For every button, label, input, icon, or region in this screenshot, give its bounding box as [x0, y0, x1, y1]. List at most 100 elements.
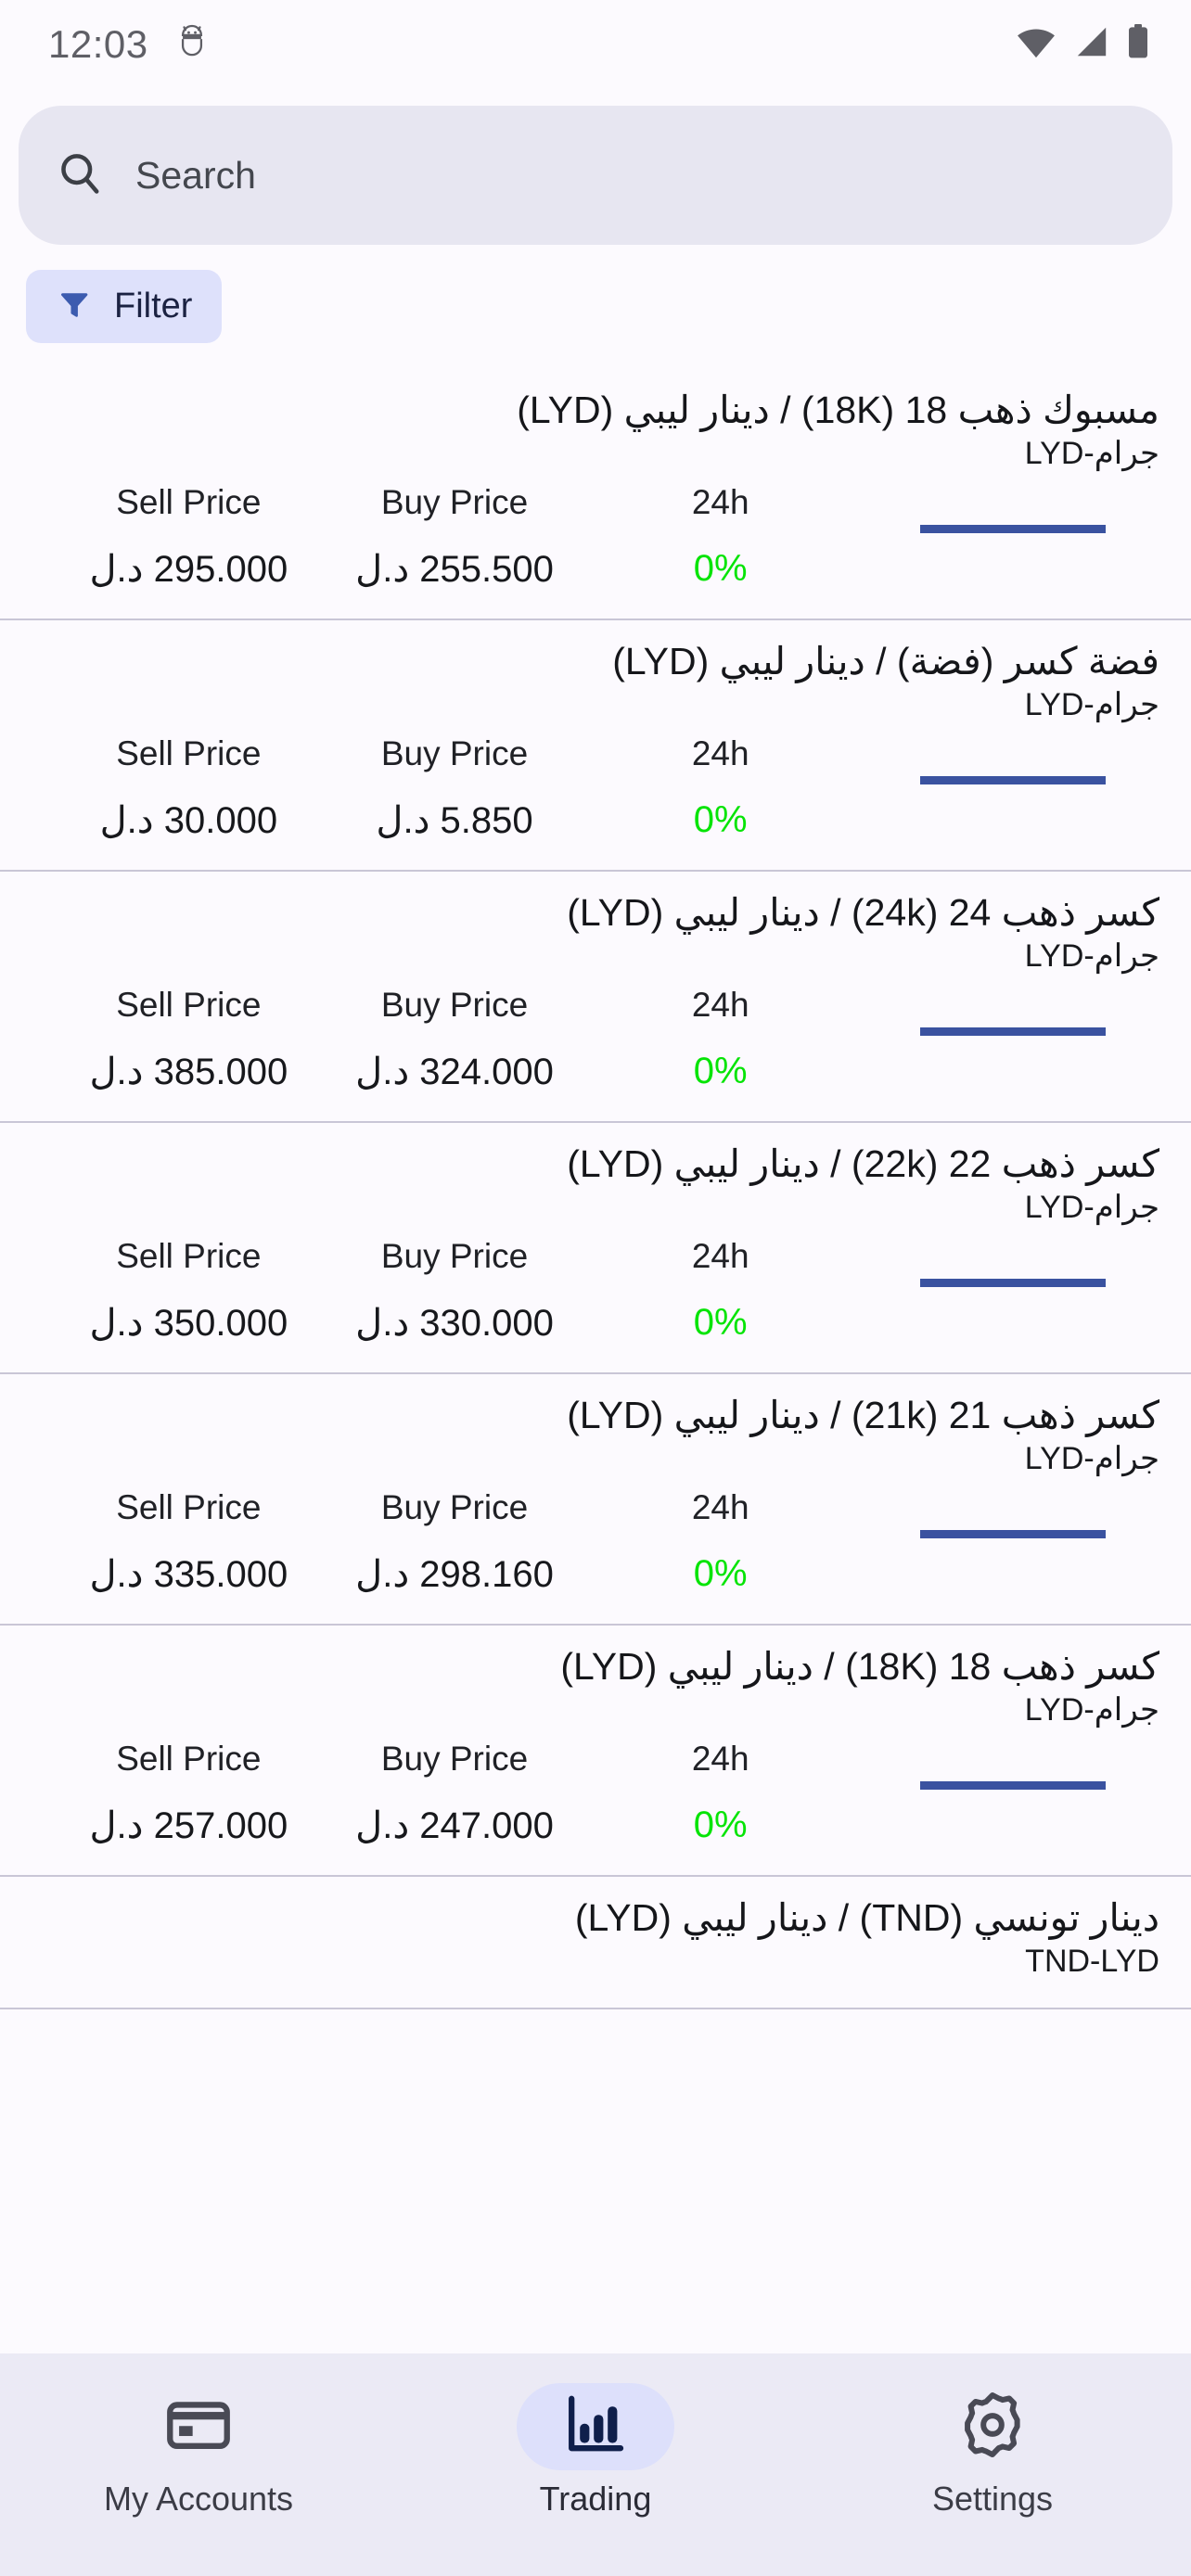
buy-price-column: Buy Price 255.500 د.ل	[322, 483, 588, 591]
price-columns: Sell Price 30.000 د.ل Buy Price 5.850 د.…	[56, 734, 853, 842]
buy-price-header: Buy Price	[380, 1237, 529, 1275]
change-value: 0%	[693, 1051, 748, 1091]
change-value: 0%	[693, 548, 748, 589]
change-value: 0%	[693, 1804, 748, 1845]
buy-price-header: Buy Price	[380, 734, 529, 772]
buy-price-column: Buy Price 330.000 د.ل	[322, 1237, 588, 1345]
instrument-subtitle: جرام-LYD	[1024, 937, 1159, 974]
status-bar-right	[1015, 23, 1150, 65]
table-row[interactable]: فضة كسر (فضة) / دينار ليبي (LYD) جرام-LY…	[0, 620, 1191, 872]
table-row[interactable]: دينار تونسي (TND) / دينار ليبي (LYD) TND…	[0, 1877, 1191, 2009]
search-input[interactable]: Search	[135, 153, 256, 197]
sell-price-header: Sell Price	[116, 1740, 262, 1778]
change-value: 0%	[693, 1302, 748, 1343]
change-header: 24h	[691, 1740, 749, 1778]
buy-price-column: Buy Price 5.850 د.ل	[322, 734, 588, 842]
search-bar[interactable]: Search	[19, 106, 1172, 245]
instrument-subtitle: جرام-LYD	[1024, 686, 1159, 722]
sell-price-value: 30.000 د.ل	[99, 800, 278, 841]
instrument-title: مسبوك ذهب 18 (18K) / دينار ليبي (LYD)	[517, 389, 1159, 431]
nav-label-trading: Trading	[539, 2480, 652, 2518]
change-column: 24h 0%	[587, 1237, 853, 1345]
sell-price-value: 385.000 د.ل	[89, 1052, 288, 1092]
table-row[interactable]: مسبوك ذهب 18 (18K) / دينار ليبي (LYD) جر…	[0, 369, 1191, 620]
instrument-subtitle: جرام-LYD	[1024, 435, 1159, 471]
search-icon	[56, 149, 104, 202]
buy-price-value: 255.500 د.ل	[355, 549, 554, 590]
sell-price-column: Sell Price 350.000 د.ل	[56, 1237, 322, 1345]
filter-section: Filter	[0, 245, 1191, 343]
sell-price-value: 335.000 د.ل	[89, 1554, 288, 1595]
price-columns: Sell Price 295.000 د.ل Buy Price 255.500…	[56, 483, 853, 591]
sell-price-column: Sell Price 257.000 د.ل	[56, 1740, 322, 1847]
change-column: 24h 0%	[587, 483, 853, 591]
instrument-subtitle: جرام-LYD	[1024, 1440, 1159, 1476]
nav-item-my-accounts[interactable]: My Accounts	[59, 2383, 338, 2519]
sell-price-header: Sell Price	[116, 483, 262, 521]
bar-chart-icon	[562, 2391, 629, 2463]
sell-price-value: 350.000 د.ل	[89, 1303, 288, 1344]
sell-price-value: 257.000 د.ل	[89, 1805, 288, 1846]
sell-price-header: Sell Price	[116, 734, 262, 772]
buy-price-header: Buy Price	[380, 1740, 529, 1778]
buy-price-value: 5.850 د.ل	[376, 800, 533, 841]
sell-price-value: 295.000 د.ل	[89, 549, 288, 590]
table-row[interactable]: كسر ذهب 18 (18K) / دينار ليبي (LYD) جرام…	[0, 1626, 1191, 1877]
instrument-title: كسر ذهب 21 (21k) / دينار ليبي (LYD)	[567, 1394, 1159, 1436]
buy-price-value: 324.000 د.ل	[355, 1052, 554, 1092]
instrument-title: فضة كسر (فضة) / دينار ليبي (LYD)	[612, 640, 1159, 682]
funnel-icon	[56, 287, 91, 326]
trading-icon-pill	[517, 2383, 674, 2470]
buy-price-column: Buy Price 324.000 د.ل	[322, 986, 588, 1093]
instrument-list[interactable]: مسبوك ذهب 18 (18K) / دينار ليبي (LYD) جر…	[0, 369, 1191, 2009]
instrument-subtitle: جرام-LYD	[1024, 1189, 1159, 1225]
android-debug-icon	[176, 24, 208, 64]
buy-price-header: Buy Price	[380, 1488, 529, 1526]
wifi-icon	[1015, 24, 1057, 64]
nav-item-trading[interactable]: Trading	[456, 2383, 735, 2519]
my-accounts-icon-pill	[120, 2383, 277, 2470]
filter-button[interactable]: Filter	[26, 270, 223, 343]
price-columns: Sell Price 335.000 د.ل Buy Price 298.160…	[56, 1488, 853, 1596]
status-bar-left: 12:03	[48, 22, 208, 67]
table-row[interactable]: كسر ذهب 24 (24k) / دينار ليبي (LYD) جرام…	[0, 872, 1191, 1123]
sparkline-chart	[920, 1279, 1106, 1287]
instrument-subtitle: جرام-LYD	[1024, 1691, 1159, 1728]
change-header: 24h	[691, 986, 749, 1024]
table-row[interactable]: كسر ذهب 21 (21k) / دينار ليبي (LYD) جرام…	[0, 1374, 1191, 1626]
sell-price-header: Sell Price	[116, 1488, 262, 1526]
buy-price-header: Buy Price	[380, 986, 529, 1024]
settings-icon-pill	[914, 2383, 1071, 2470]
buy-price-column: Buy Price 247.000 د.ل	[322, 1740, 588, 1847]
instrument-title: دينار تونسي (TND) / دينار ليبي (LYD)	[574, 1896, 1159, 1939]
bottom-navigation: My Accounts Trading Settings	[0, 2353, 1191, 2576]
table-row[interactable]: كسر ذهب 22 (22k) / دينار ليبي (LYD) جرام…	[0, 1123, 1191, 1374]
change-column: 24h 0%	[587, 1488, 853, 1596]
credit-card-icon	[163, 2390, 234, 2465]
instrument-subtitle: TND-LYD	[1025, 1943, 1159, 1979]
buy-price-column: Buy Price 298.160 د.ل	[322, 1488, 588, 1596]
sell-price-header: Sell Price	[116, 1237, 262, 1275]
sell-price-header: Sell Price	[116, 986, 262, 1024]
change-header: 24h	[691, 734, 749, 772]
buy-price-header: Buy Price	[380, 483, 529, 521]
sell-price-column: Sell Price 335.000 د.ل	[56, 1488, 322, 1596]
instrument-title: كسر ذهب 24 (24k) / دينار ليبي (LYD)	[567, 891, 1159, 934]
buy-price-value: 330.000 د.ل	[355, 1303, 554, 1344]
price-columns: Sell Price 257.000 د.ل Buy Price 247.000…	[56, 1740, 853, 1847]
instrument-title: كسر ذهب 18 (18K) / دينار ليبي (LYD)	[560, 1645, 1159, 1688]
change-column: 24h 0%	[587, 986, 853, 1093]
price-columns: Sell Price 350.000 د.ل Buy Price 330.000…	[56, 1237, 853, 1345]
price-columns: Sell Price 385.000 د.ل Buy Price 324.000…	[56, 986, 853, 1093]
filter-label: Filter	[114, 287, 193, 325]
change-value: 0%	[693, 1553, 748, 1594]
nav-item-settings[interactable]: Settings	[853, 2383, 1132, 2519]
battery-icon	[1126, 23, 1150, 65]
instrument-title: كسر ذهب 22 (22k) / دينار ليبي (LYD)	[567, 1142, 1159, 1185]
sparkline-chart	[920, 525, 1106, 533]
sell-price-column: Sell Price 295.000 د.ل	[56, 483, 322, 591]
sell-price-column: Sell Price 30.000 د.ل	[56, 734, 322, 842]
change-column: 24h 0%	[587, 1740, 853, 1847]
status-time: 12:03	[48, 21, 148, 66]
search-section: Search	[0, 88, 1191, 245]
